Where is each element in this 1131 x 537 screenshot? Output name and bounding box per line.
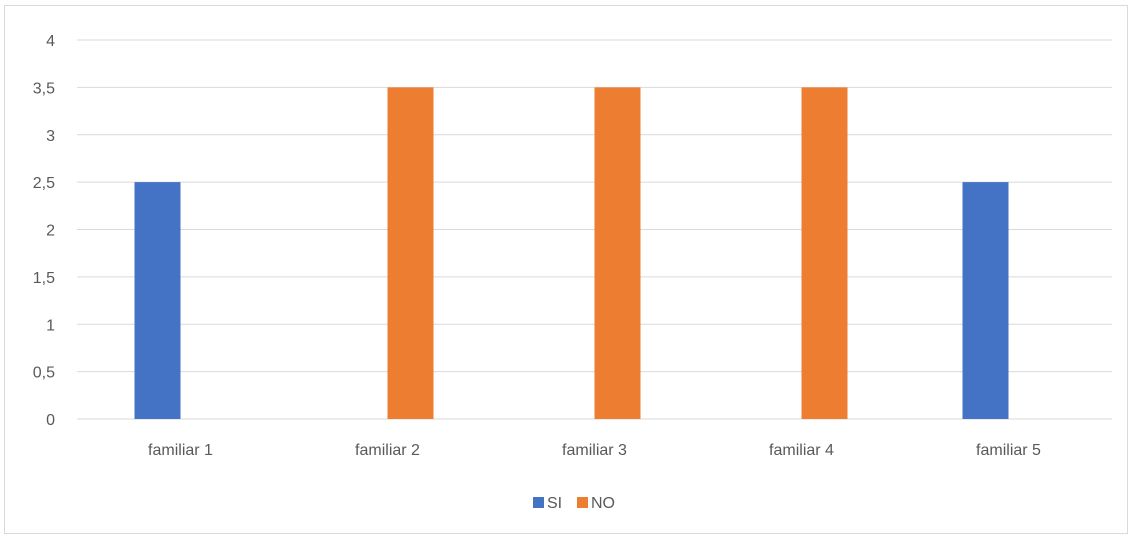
bar-no	[387, 87, 434, 419]
y-axis-ticks: 0 0,5 1 1,5 2 2,5 3 3,5 4	[33, 33, 55, 429]
legend-swatch-no	[577, 497, 588, 508]
bar-si	[134, 182, 181, 419]
y-tick-label: 3	[46, 128, 55, 145]
x-axis-ticks: familiar 1 familiar 2 familiar 3 familiar 4…	[148, 442, 1041, 459]
bar-no	[594, 87, 641, 419]
bar-no	[801, 87, 848, 419]
x-tick-label: familiar 1	[148, 442, 213, 459]
bar-si	[962, 182, 1009, 419]
x-tick-label: familiar 5	[976, 442, 1041, 459]
y-tick-label: 0	[46, 412, 55, 429]
y-tick-label: 3,5	[33, 80, 55, 97]
legend-label-si: SI	[547, 495, 562, 512]
legend-label-no: NO	[591, 495, 615, 512]
y-tick-label: 4	[46, 33, 55, 50]
y-tick-label: 1,5	[33, 270, 55, 287]
legend: SI NO	[533, 495, 615, 512]
bars	[134, 87, 1009, 419]
y-tick-label: 1	[46, 317, 55, 334]
x-tick-label: familiar 4	[769, 442, 834, 459]
legend-swatch-si	[533, 497, 544, 508]
chart-frame	[4, 5, 1128, 534]
y-tick-label: 2,5	[33, 175, 55, 192]
x-tick-label: familiar 3	[562, 442, 627, 459]
y-tick-label: 0,5	[33, 365, 55, 382]
x-tick-label: familiar 2	[355, 442, 420, 459]
y-tick-label: 2	[46, 223, 55, 240]
